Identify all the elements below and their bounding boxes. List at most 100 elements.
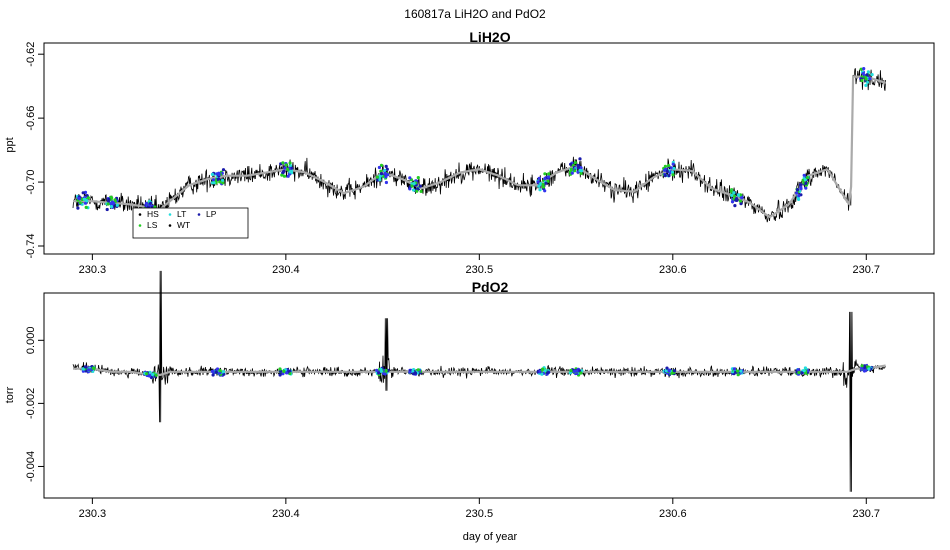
- lih2o-marker: [412, 182, 416, 186]
- legend-swatch-wt: [168, 224, 172, 227]
- lih2o-marker: [216, 177, 220, 181]
- lih2o-plot-frame: [43, 42, 935, 255]
- pdo2-marker-cluster: [408, 368, 422, 376]
- pdo2-marker: [569, 368, 573, 373]
- pdo2-marker: [91, 366, 95, 370]
- lih2o-x-tick-label: 230.6: [659, 264, 687, 276]
- pdo2-ylabel: torr: [4, 386, 16, 403]
- lih2o-marker: [281, 170, 285, 174]
- lih2o-marker: [730, 193, 734, 197]
- pdo2-marker: [222, 372, 226, 376]
- pdo2-marker: [154, 373, 158, 377]
- pdo2-plot-frame: [43, 292, 935, 499]
- lih2o-marker: [77, 196, 81, 200]
- lih2o-marker-cluster: [279, 161, 294, 178]
- pdo2-marker: [665, 366, 669, 370]
- x-axis-label: day of year: [463, 531, 518, 543]
- lih2o-marker: [729, 189, 733, 193]
- lih2o-marker: [379, 169, 383, 173]
- lih2o-marker: [383, 171, 387, 175]
- pdo2-marker: [568, 371, 572, 375]
- lih2o-panel: LiH2O ppt 230.3 230.4 230.5 230.6 230.7 -0.7…: [4, 29, 935, 276]
- pdo2-marker: [416, 368, 420, 372]
- legend-entry-hs: HS: [147, 209, 159, 219]
- lih2o-x-tick-label: 230.4: [272, 264, 300, 276]
- lih2o-marker-cluster: [375, 163, 390, 185]
- lih2o-marker: [663, 164, 668, 168]
- lih2o-marker: [109, 205, 114, 209]
- lih2o-marker: [149, 201, 153, 205]
- lih2o-marker: [212, 181, 216, 185]
- lih2o-marker: [221, 168, 226, 172]
- pdo2-marker: [278, 373, 282, 377]
- pdo2-marker: [802, 369, 806, 373]
- lih2o-raw-trace: [72, 68, 886, 223]
- pdo2-marker: [803, 366, 808, 370]
- pdo2-marker: [867, 367, 871, 371]
- lih2o-marker: [870, 73, 874, 77]
- lih2o-x-tick-label: 230.3: [79, 264, 107, 276]
- lih2o-marker-cluster: [536, 172, 551, 193]
- lih2o-marker: [286, 174, 290, 178]
- lih2o-marker: [384, 175, 388, 179]
- lih2o-smoothed-line: [73, 75, 886, 219]
- lih2o-marker: [541, 182, 545, 187]
- pdo2-marker: [218, 369, 222, 373]
- lih2o-marker: [379, 163, 384, 167]
- pdo2-marker: [540, 372, 544, 376]
- lih2o-marker: [415, 189, 419, 193]
- lih2o-marker: [76, 206, 80, 210]
- lih2o-marker: [802, 173, 806, 177]
- lih2o-marker: [864, 83, 868, 87]
- legend-swatch-hs: [138, 213, 142, 216]
- lih2o-marker: [411, 188, 416, 192]
- lih2o-marker: [536, 180, 540, 184]
- pdo2-marker: [81, 367, 85, 371]
- lih2o-marker: [408, 187, 412, 191]
- pdo2-marker-cluster: [81, 365, 96, 374]
- pdo2-marker-cluster: [568, 367, 584, 377]
- lih2o-marker: [284, 163, 288, 167]
- pdo2-marker: [579, 371, 583, 375]
- pdo2-x-tick-label: 230.3: [79, 508, 107, 520]
- lih2o-marker: [541, 185, 546, 189]
- lih2o-marker: [378, 178, 382, 182]
- lih2o-marker: [217, 172, 221, 176]
- lih2o-marker: [662, 168, 667, 172]
- pdo2-marker: [670, 371, 674, 375]
- lih2o-marker: [580, 169, 584, 173]
- lih2o-marker: [384, 180, 388, 185]
- lih2o-marker: [571, 163, 575, 167]
- legend-box: [132, 207, 249, 239]
- pdo2-marker: [664, 369, 668, 373]
- lih2o-marker-cluster: [568, 157, 584, 176]
- lih2o-marker: [804, 186, 808, 190]
- lih2o-marker: [868, 77, 872, 81]
- pdo2-marker-cluster: [662, 366, 677, 377]
- legend-swatch-lt: [168, 213, 172, 216]
- lih2o-marker: [377, 165, 381, 170]
- pdo2-marker: [806, 369, 810, 373]
- lih2o-marker: [537, 184, 541, 188]
- lih2o-marker: [732, 191, 736, 195]
- lih2o-marker: [730, 200, 735, 204]
- pdo2-marker: [538, 370, 542, 374]
- lih2o-marker: [546, 175, 551, 179]
- lih2o-marker: [110, 200, 115, 204]
- pdo2-x-tick-label: 230.4: [272, 508, 300, 520]
- lih2o-marker: [408, 176, 412, 180]
- lih2o-marker: [866, 70, 871, 74]
- pdo2-marker: [541, 367, 545, 371]
- lih2o-marker: [211, 178, 216, 182]
- lih2o-marker: [218, 180, 222, 184]
- lih2o-marker: [865, 80, 870, 84]
- lih2o-marker: [547, 172, 551, 176]
- pdo2-marker: [282, 369, 286, 373]
- lih2o-marker-cluster: [76, 190, 90, 210]
- pdo2-marker: [736, 373, 740, 377]
- lih2o-marker: [419, 189, 423, 193]
- lih2o-marker: [864, 77, 868, 81]
- lih2o-marker: [733, 204, 737, 208]
- pdo2-marker: [800, 371, 804, 375]
